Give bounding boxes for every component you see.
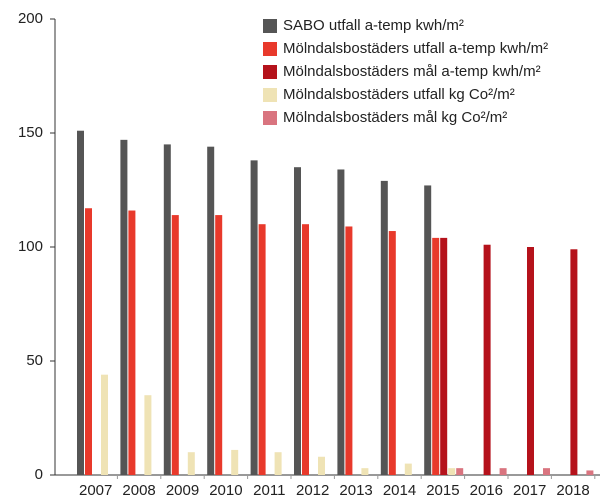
bar <box>361 468 369 475</box>
y-tick-label: 50 <box>26 352 43 369</box>
x-tick-label: 2011 <box>253 482 285 499</box>
bar <box>120 139 128 475</box>
bar <box>543 468 550 475</box>
x-tick-label: 2012 <box>296 482 329 499</box>
bar <box>456 468 464 475</box>
x-tick-label: 2014 <box>383 482 416 499</box>
bar <box>527 247 534 475</box>
y-tick-label: 150 <box>18 124 43 141</box>
bar <box>231 449 239 475</box>
legend-label: Mölndalsbostäders mål kg Co²/m² <box>283 109 507 126</box>
bar <box>302 224 309 475</box>
bar <box>388 231 396 475</box>
legend-swatch <box>263 88 277 102</box>
legend-label: Mölndalsbostäders utfall kg Co²/m² <box>283 86 515 103</box>
bar <box>448 468 456 475</box>
bar <box>77 130 84 475</box>
bar <box>424 185 432 475</box>
x-tick-label: 2008 <box>122 482 155 499</box>
bar <box>570 249 578 475</box>
y-tick-label: 100 <box>18 238 43 255</box>
bar <box>101 374 108 475</box>
bar <box>187 452 195 475</box>
legend-swatch <box>263 111 277 125</box>
x-tick-label: 2007 <box>79 482 112 499</box>
bar <box>380 180 388 475</box>
x-tick-label: 2018 <box>556 482 589 499</box>
bar <box>85 208 92 476</box>
legend-swatch <box>263 19 277 33</box>
y-tick-label: 0 <box>35 466 43 483</box>
bar <box>258 224 266 475</box>
bar <box>432 237 440 475</box>
x-tick-label: 2010 <box>209 482 242 499</box>
bar <box>294 167 301 475</box>
legend-swatch <box>263 42 277 56</box>
bar <box>250 160 258 476</box>
x-tick-label: 2015 <box>426 482 459 499</box>
bar <box>318 456 325 475</box>
bar <box>274 452 282 475</box>
bar <box>337 169 345 476</box>
y-tick-label: 200 <box>18 10 43 27</box>
bar <box>171 215 179 475</box>
bar <box>499 468 507 475</box>
legend-label: Mölndalsbostäders utfall a-temp kwh/m² <box>283 40 548 57</box>
bar <box>128 210 136 475</box>
bar <box>215 215 223 475</box>
bar <box>345 226 353 475</box>
legend-label: Mölndalsbostäders mål a-temp kwh/m² <box>283 63 541 80</box>
x-tick-label: 2017 <box>513 482 546 499</box>
bar <box>586 470 594 475</box>
legend-label: SABO utfall a-temp kwh/m² <box>283 17 464 34</box>
bar <box>163 144 171 475</box>
x-tick-label: 2013 <box>339 482 372 499</box>
bar <box>144 395 152 475</box>
bar <box>440 237 448 475</box>
x-tick-label: 2016 <box>470 482 503 499</box>
bar <box>207 146 215 475</box>
x-tick-label: 2009 <box>166 482 199 499</box>
bar <box>404 463 412 475</box>
bar <box>483 244 491 475</box>
legend-swatch <box>263 65 277 79</box>
